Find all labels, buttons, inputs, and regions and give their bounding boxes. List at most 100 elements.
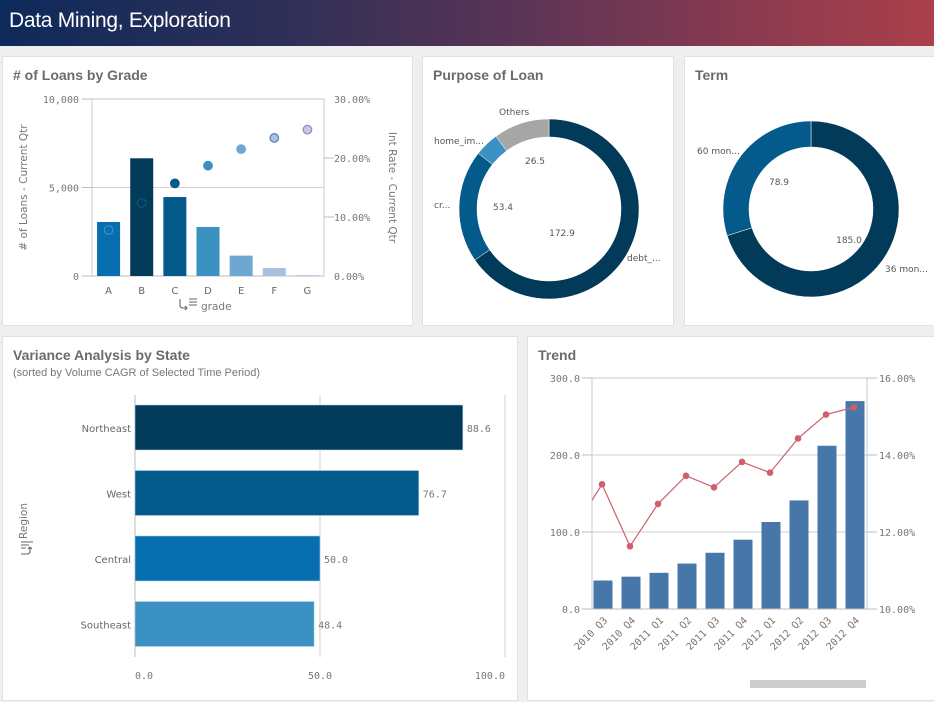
volume-bar[interactable] (845, 401, 865, 609)
rate-point-f[interactable] (269, 133, 280, 143)
rate-point[interactable] (710, 484, 718, 491)
panel-title: Purpose of Loan (433, 67, 544, 83)
purpose-donut-chart[interactable]: debt_... 172.9 cr... 53.4 home_im... Others 26… (423, 57, 675, 327)
rate-point-c[interactable] (169, 178, 180, 189)
y-axis-title: Region (18, 503, 30, 539)
bar-g[interactable] (295, 274, 319, 276)
y-left-tick-label: 5,000 (49, 184, 79, 195)
rate-point[interactable] (626, 542, 634, 550)
x-tick-label: D (204, 286, 212, 297)
slice-label: 36 mon... (885, 265, 928, 275)
slice-label: home_im... (434, 137, 484, 147)
panel-title: Variance Analysis by State (13, 347, 190, 363)
y-right-tick-label: 20.00% (334, 154, 370, 165)
rate-point[interactable] (682, 472, 690, 480)
rate-point-b[interactable] (136, 197, 147, 208)
y-right-tick-label: 10.00% (334, 213, 370, 224)
volume-bar[interactable] (677, 563, 697, 609)
rate-point[interactable] (654, 500, 662, 508)
bar-e[interactable] (229, 255, 253, 276)
y-left-tick-label: 100.0 (550, 528, 580, 539)
slice-value-label: 78.9 (769, 178, 789, 188)
x-tick-label: B (138, 286, 145, 297)
panel-trend[interactable]: Trend 0.0 100.0 200.0 300.0 10.00% 12.00% 14.0… (527, 336, 934, 701)
value-label: 88.6 (467, 424, 491, 435)
y-right-axis-title: Int Rate - Current Qtr (386, 132, 398, 244)
rate-point-g[interactable] (302, 124, 313, 135)
bar-f[interactable] (262, 268, 286, 276)
app-title: Data Mining, Exploration (9, 9, 231, 32)
slice-value-label: 185.0 (836, 236, 862, 246)
slice-label: Others (499, 108, 530, 118)
panel-title: Term (695, 67, 729, 83)
y-right-tick-label: 16.00% (879, 374, 915, 385)
donut-slice-3[interactable] (495, 118, 550, 152)
bar-southeast[interactable] (134, 601, 315, 647)
y-left-tick-label: 0.0 (562, 605, 580, 616)
x-tick-label: 100.0 (475, 671, 505, 682)
volume-bar[interactable] (649, 572, 669, 609)
volume-bar[interactable] (593, 580, 613, 609)
value-label: 50.0 (324, 555, 348, 566)
sort-icon[interactable] (21, 541, 33, 555)
sort-icon[interactable] (179, 298, 197, 311)
x-tick-label: A (105, 286, 112, 297)
rate-point-a[interactable] (103, 225, 114, 235)
panel-purpose-of-loan[interactable]: Purpose of Loan debt_... 172.9 cr... 53.4 ho… (422, 56, 674, 326)
rate-point[interactable] (598, 480, 606, 488)
bar-central[interactable] (134, 535, 321, 582)
slice-label: debt_... (627, 254, 661, 264)
bar-c[interactable] (163, 197, 187, 276)
x-tick-label: C (171, 286, 178, 297)
bar-west[interactable] (134, 470, 420, 516)
y-left-tick-label: 200.0 (550, 451, 580, 462)
rate-point[interactable] (822, 411, 830, 418)
bar-b[interactable] (130, 158, 154, 276)
rate-point[interactable] (850, 403, 858, 411)
panel-term[interactable]: Term 36 mon... 185.0 60 mon... 78.9 (684, 56, 934, 326)
variance-bar-chart[interactable]: 0.0 50.0 100.0 Northeast 88.6 West 76.7 Central… (3, 337, 519, 702)
rate-point[interactable] (738, 458, 746, 466)
x-tick-label: 50.0 (308, 671, 332, 682)
volume-bar[interactable] (705, 552, 725, 609)
chart-scrollbar[interactable] (750, 680, 866, 688)
slice-label: 60 mon... (697, 147, 740, 157)
panel-loans-by-grade[interactable]: # of Loans by Grade 0 5,000 10,000 0.00% 10.… (2, 56, 413, 326)
rate-point-e[interactable] (236, 144, 247, 155)
trend-combo-chart[interactable]: 0.0 100.0 200.0 300.0 10.00% 12.00% 14.00% 16.0… (528, 337, 934, 702)
bar-d[interactable] (196, 226, 220, 276)
y-right-tick-label: 0.00% (334, 272, 364, 283)
rate-point[interactable] (794, 435, 802, 442)
volume-bar[interactable] (733, 539, 753, 609)
panel-variance-analysis[interactable]: Variance Analysis by State (sorted by Vo… (2, 336, 518, 701)
volume-bar[interactable] (621, 576, 641, 609)
y-right-tick-label: 14.00% (879, 451, 915, 462)
loans-by-grade-chart[interactable]: 0 5,000 10,000 0.00% 10.00% 20.00% 30.00% # of … (3, 57, 414, 327)
slice-value-label: 172.9 (549, 229, 575, 239)
y-right-tick-label: 30.00% (334, 95, 370, 106)
bar-a[interactable] (97, 222, 121, 276)
category-label: West (106, 490, 131, 501)
panel-subtitle: (sorted by Volume CAGR of Selected Time … (13, 367, 260, 379)
term-donut-chart[interactable]: 36 mon... 185.0 60 mon... 78.9 (685, 57, 934, 327)
category-label: Central (95, 555, 131, 566)
x-tick-label: E (238, 286, 244, 297)
y-right-tick-label: 12.00% (879, 528, 915, 539)
app-header: Data Mining, Exploration (0, 0, 934, 46)
volume-bar[interactable] (761, 521, 781, 609)
rate-point-d[interactable] (203, 160, 213, 171)
donut-slice-1[interactable] (722, 120, 812, 236)
volume-bar[interactable] (817, 445, 837, 609)
y-left-axis-title: # of Loans - Current Qtr (18, 124, 30, 251)
panel-title: # of Loans by Grade (13, 67, 148, 83)
rate-line[interactable] (591, 406, 855, 548)
y-left-tick-label: 10,000 (43, 95, 79, 106)
bar-northeast[interactable] (134, 404, 464, 451)
donut-slice-0[interactable] (474, 118, 640, 300)
donut-slice-1[interactable] (458, 152, 493, 261)
donut-slice-0[interactable] (726, 120, 900, 298)
volume-bar[interactable] (789, 500, 809, 609)
rate-point[interactable] (766, 469, 774, 477)
value-label: 48.4 (318, 621, 342, 632)
y-left-tick-label: 0 (73, 272, 79, 283)
